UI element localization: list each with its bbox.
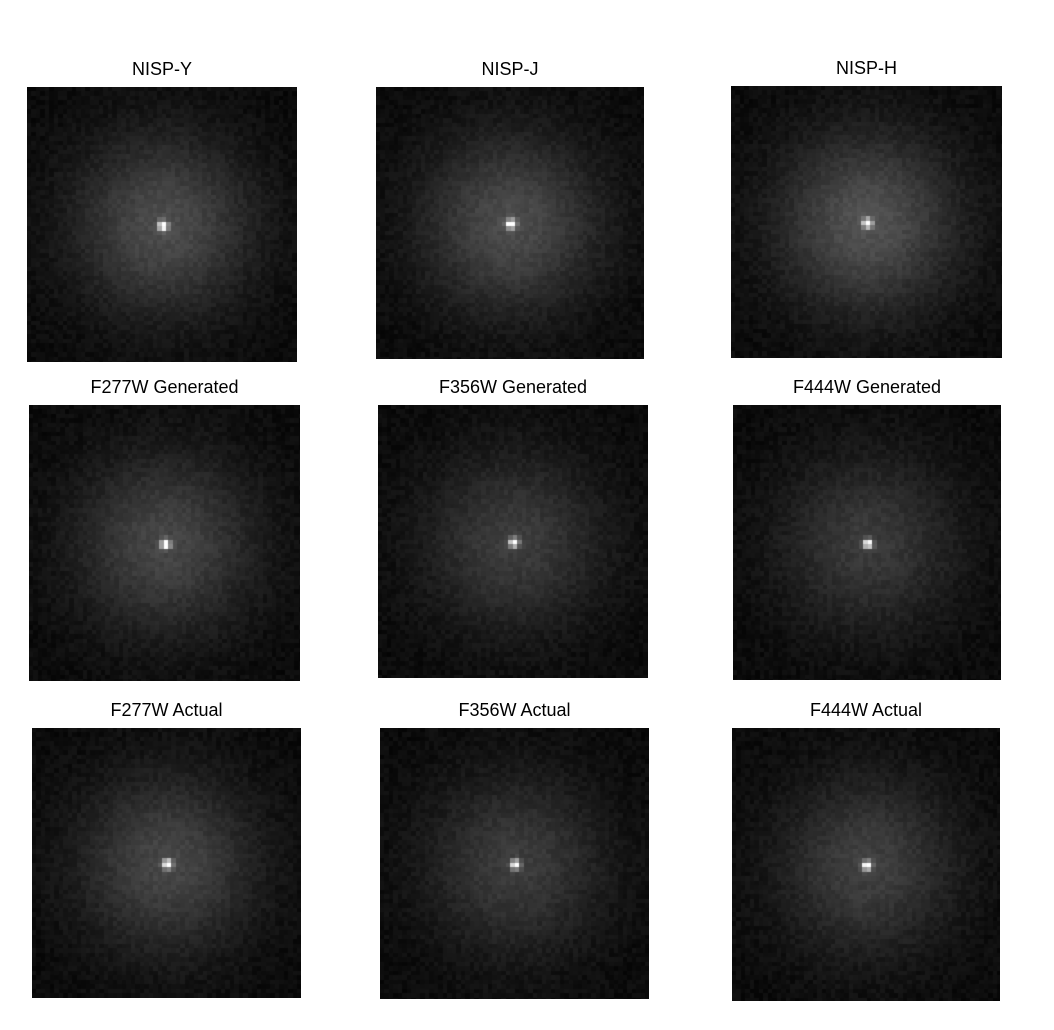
galaxy-image xyxy=(732,728,1000,1001)
panel-title: F444W Actual xyxy=(809,700,923,720)
panel-title: F356W Actual xyxy=(458,700,571,720)
panel-title: F277W Generated xyxy=(90,377,239,397)
galaxy-image xyxy=(27,87,297,362)
galaxy-image xyxy=(731,86,1002,358)
panel-title: NISP-J xyxy=(481,59,539,79)
panel-title: NISP-H xyxy=(835,58,897,78)
panel-f277w-generated: F277W Generated xyxy=(29,377,300,681)
panel-title: NISP-Y xyxy=(131,59,192,79)
galaxy-image xyxy=(380,728,649,999)
panel-nisp-h: NISP-H xyxy=(731,58,1002,358)
panel-title: F277W Actual xyxy=(110,700,223,720)
galaxy-image xyxy=(376,87,644,359)
panel-f444w-generated: F444W Generated xyxy=(733,377,1001,680)
galaxy-image xyxy=(32,728,301,998)
panel-f444w-actual: F444W Actual xyxy=(732,700,1000,1001)
panel-f356w-actual: F356W Actual xyxy=(380,700,649,999)
panel-title: F444W Generated xyxy=(792,377,942,397)
panel-nisp-j: NISP-J xyxy=(376,59,644,359)
galaxy-image xyxy=(733,405,1001,680)
panel-f277w-actual: F277W Actual xyxy=(32,700,301,998)
galaxy-image xyxy=(29,405,300,681)
panel-f356w-generated: F356W Generated xyxy=(378,377,648,678)
panel-title: F356W Generated xyxy=(438,377,588,397)
galaxy-image xyxy=(378,405,648,678)
panel-nisp-y: NISP-Y xyxy=(27,59,297,362)
